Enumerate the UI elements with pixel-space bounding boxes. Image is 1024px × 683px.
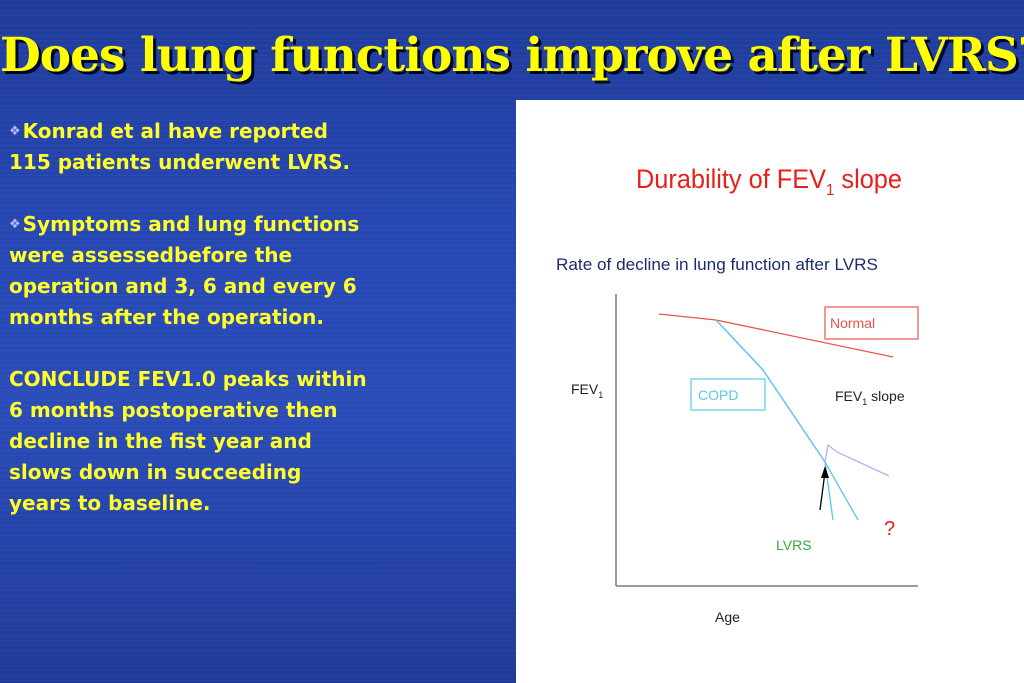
lvrs-label: LVRS <box>776 537 812 553</box>
diamond-bullet-icon: ❖ <box>9 124 21 139</box>
paragraph-symptoms: ❖ Symptoms and lung functions were assesse… <box>9 209 499 333</box>
paragraph-konrad: ❖ Konrad et al have reported 115 patients … <box>9 116 499 178</box>
paragraph-conclusion: CONCLUDE FEV1.0 peaks within 6 months pos… <box>9 364 499 519</box>
figure-svg: Durability of FEV1 slope Rate of decline… <box>556 164 919 625</box>
figure-panel: Durability of FEV1 slope Rate of decline… <box>516 100 1024 683</box>
y-axis-label: FEV1 <box>571 381 603 400</box>
post-lvrs-purple-line <box>824 443 890 477</box>
text-line: slows down in succeeding <box>9 460 302 484</box>
question-mark: ? <box>884 518 895 540</box>
text-line: 115 patients underwent LVRS. <box>9 150 351 174</box>
x-axis-label: Age <box>715 609 740 625</box>
text-line: 6 months postoperative then <box>9 398 338 422</box>
copd-label-box <box>690 378 766 411</box>
body-text: ❖ Konrad et al have reported 115 patients … <box>9 116 499 519</box>
text-line: decline in the fist year and <box>9 429 312 453</box>
text-line: were assessedbefore the <box>9 243 293 267</box>
normal-label-box <box>824 306 919 340</box>
figure-title: Durability of FEV1 slope <box>636 164 902 199</box>
figure-subtitle: Rate of decline in lung function after L… <box>556 255 878 274</box>
normal-label: Normal <box>830 315 875 331</box>
slide-title: Does lung functions improve after LVRS? <box>0 28 1024 83</box>
arrow-head-icon <box>821 466 829 478</box>
diamond-bullet-icon: ❖ <box>9 217 21 232</box>
fev-slope-label: FEV1 slope <box>835 388 905 407</box>
lvrs-arrow <box>819 471 826 511</box>
post-lvrs-cyan-line <box>824 461 859 521</box>
text-line: months after the operation. <box>9 305 324 329</box>
text-line: Symptoms and lung functions <box>22 212 360 236</box>
text-line: CONCLUDE FEV1.0 peaks within <box>9 367 367 391</box>
copd-line <box>715 319 826 463</box>
text-line: years to baseline. <box>9 491 211 515</box>
text-line: operation and 3, 6 and every 6 <box>9 274 357 298</box>
copd-label: COPD <box>698 387 738 403</box>
text-line: Konrad et al have reported <box>22 119 328 143</box>
